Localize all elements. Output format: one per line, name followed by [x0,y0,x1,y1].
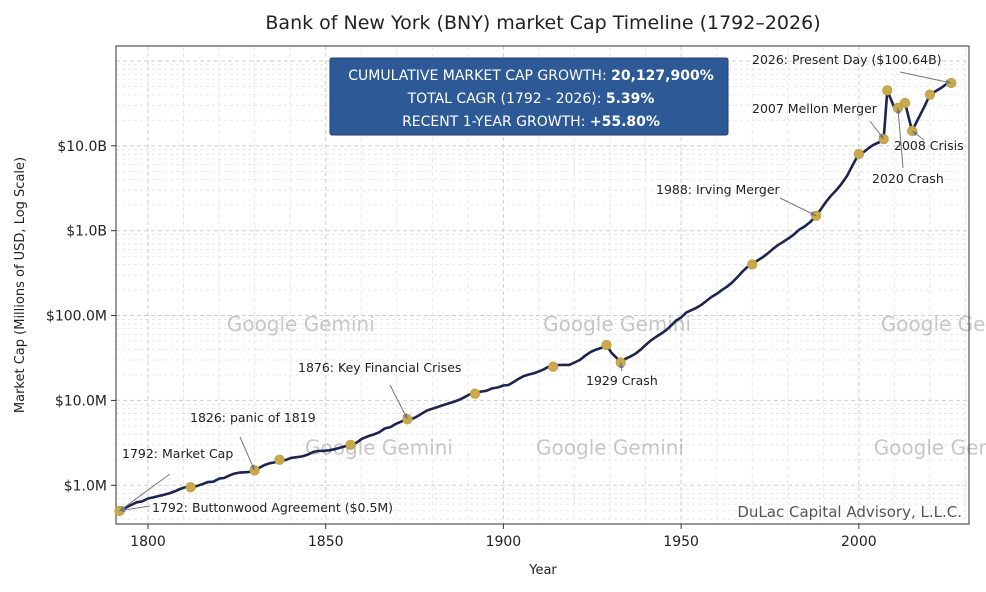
data-markers [114,77,957,516]
data-point [548,361,559,372]
stats-line-cumulative: CUMULATIVE MARKET CAP GROWTH: 20,127,900… [348,68,713,84]
credit-text: DuLac Capital Advisory, L.L.C. [737,503,962,521]
data-point [274,454,285,465]
watermark-text: Google Gemini [536,435,684,459]
y-tick-label: $1.0B [66,224,107,240]
annotations: 1792: Market Cap 1792: Buttonwood Agreeme… [119,52,964,515]
annotation-arrow [897,107,904,169]
annotation-arrowhead [402,413,408,420]
watermark-text: Google Gemini [227,312,375,336]
data-point [899,97,911,109]
x-tick-label: 2000 [841,534,877,550]
y-tick-label: $10.0M [55,393,107,409]
x-tick-label: 1950 [663,534,699,550]
axis-ticks: 1800 1850 1900 1950 2000 $1.0M $10.0M $100.0M $1… [46,139,877,550]
annotation-arrowhead [119,507,126,513]
stats-box-background [329,57,729,136]
stats-label: CUMULATIVE MARKET CAP GROWTH: [348,68,611,84]
x-tick-label: 1900 [486,534,522,550]
watermark-text: Google Gemini [874,435,986,459]
annotation-arrow [119,473,171,512]
annotation-label: 1826: panic of 1819 [190,410,316,425]
x-tick-label: 1800 [130,534,166,550]
stats-value: +55.80% [590,114,660,130]
stats-label: RECENT 1-YEAR GROWTH: [402,114,590,130]
series-line-group [118,81,953,513]
annotation-arrow [389,384,408,420]
annotation-arrow [779,197,817,217]
stats-label: TOTAL CAGR (1792 - 2026): [407,91,606,107]
data-point [185,482,196,493]
annotation-label: 1988: Irving Merger [656,182,781,197]
chart-title: Bank of New York (BNY) market Cap Timeli… [265,12,820,34]
annotation-arrowhead [912,130,918,137]
stats-value: 5.39% [606,91,655,107]
annotation-arrowhead [810,211,817,216]
data-point [882,85,893,96]
data-point [853,148,864,160]
watermark-text: Google Gemini [305,435,453,459]
y-tick-label: $1.0M [64,478,107,494]
annotation-arrow [239,436,256,471]
stats-line-recent: RECENT 1-YEAR GROWTH: +55.80% [402,114,660,130]
annotation-label: 2008 Crisis [894,138,964,153]
watermark-text: Google Gemini [881,312,986,336]
y-tick-label: $10.0B [57,139,107,155]
series-line [118,81,953,513]
annotation-arrowhead [896,107,901,114]
annotation-label: 2007 Mellon Merger [752,101,878,116]
x-axis-label: Year [528,563,557,578]
annotation-label: 2020 Crash [872,171,944,186]
stats-value: 20,127,900% [611,68,714,84]
annotation-arrowhead [619,362,624,369]
annotation-label: 1792: Buttonwood Agreement ($0.5M) [152,500,393,515]
data-point [747,259,758,270]
stats-box: CUMULATIVE MARKET CAP GROWTH: 20,127,900… [329,57,729,136]
data-point [345,439,356,450]
watermark-text: Google Gemini [543,312,691,336]
data-point [469,388,481,399]
annotation-arrowhead [945,79,952,85]
annotation-label: 1876: Key Financial Crises [298,360,461,375]
annotation-arrow [899,71,952,84]
annotation-label: 1792: Market Cap [122,446,233,461]
stats-line-cagr: TOTAL CAGR (1792 - 2026): 5.39% [407,91,655,107]
data-point [924,89,936,100]
data-point [601,339,612,351]
x-tick-label: 1850 [308,534,344,550]
watermarks: Google Gemini Google Gemini Google Gemini G… [227,312,986,460]
annotation-arrowhead [250,464,255,471]
annotation-label: 2026: Present Day ($100.64B) [752,52,942,67]
plot-area-frame [115,45,970,525]
annotation-label: 1929 Crash [586,373,658,388]
annotation-arrowhead [878,133,884,140]
y-tick-label: $100.0M [46,309,107,325]
y-axis-label: Market Cap (Millions of USD, Log Scale) [13,157,28,413]
